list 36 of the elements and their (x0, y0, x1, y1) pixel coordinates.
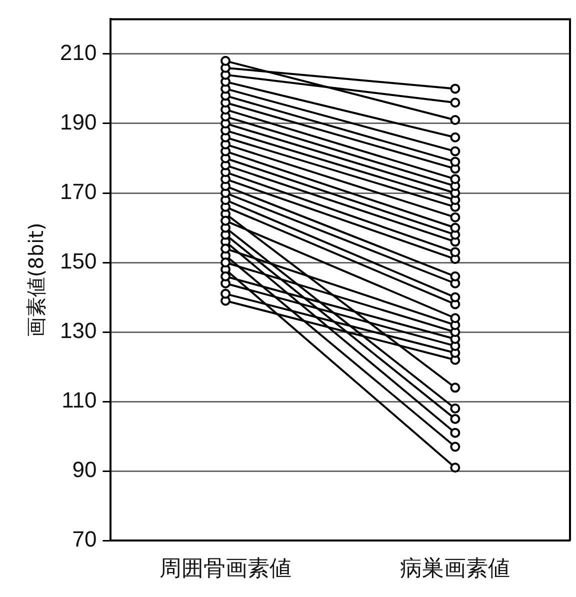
y-tick-label: 190 (60, 110, 97, 135)
point (450, 146, 460, 156)
y-tick-label: 110 (62, 388, 97, 413)
y-tick-label: 70 (72, 526, 97, 552)
y-tick-label: 170 (60, 179, 97, 204)
point (220, 244, 231, 254)
point (450, 382, 460, 393)
point (450, 428, 460, 438)
point (220, 258, 231, 268)
point (450, 313, 460, 324)
point (450, 462, 460, 473)
point (450, 404, 460, 414)
y-axis-title: 画素値(8bit) (24, 222, 48, 338)
point (450, 271, 460, 282)
y-tick-label: 130 (60, 318, 97, 344)
y-tick-label: 150 (60, 248, 97, 274)
point (220, 271, 231, 282)
point (450, 212, 460, 222)
y-tick-label: 210 (60, 40, 97, 66)
point (450, 132, 460, 142)
point (450, 414, 460, 424)
x-tick-label: 病巣画素値 (400, 556, 510, 582)
point (220, 56, 231, 66)
point (450, 222, 460, 233)
point (450, 84, 460, 94)
point (450, 247, 460, 258)
point (220, 288, 231, 299)
y-tick-label: 90 (72, 457, 97, 482)
point (450, 174, 460, 184)
point (450, 115, 460, 126)
point (450, 98, 460, 108)
point (450, 442, 460, 452)
point (450, 156, 460, 167)
x-tick-label: 周囲骨画素値 (160, 556, 292, 582)
point (450, 292, 460, 302)
point (220, 216, 231, 226)
